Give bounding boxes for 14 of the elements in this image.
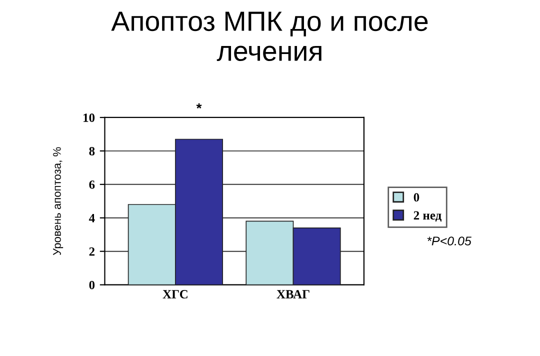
y-tick-label: 2: [89, 247, 94, 256]
legend-label: 2 нед: [414, 211, 442, 222]
x-tick-label: ХГС: [162, 290, 188, 298]
chart-title: Апоптоз МПК до и после лечения: [111, 12, 428, 62]
y-tick-label: 0: [89, 280, 95, 290]
text: *P<0.05: [427, 236, 472, 246]
text: *: [196, 103, 202, 109]
y-tick-label: 10: [84, 114, 95, 122]
x-tick-label: ХВАГ: [276, 290, 310, 298]
y-tick-label: 4: [88, 214, 95, 222]
y-tick-label: 6: [89, 180, 95, 189]
y-tick-label: 8: [89, 146, 95, 156]
y-axis-title: Уровень апоптоза, %: [53, 147, 64, 256]
legend-label: 0: [414, 193, 420, 202]
